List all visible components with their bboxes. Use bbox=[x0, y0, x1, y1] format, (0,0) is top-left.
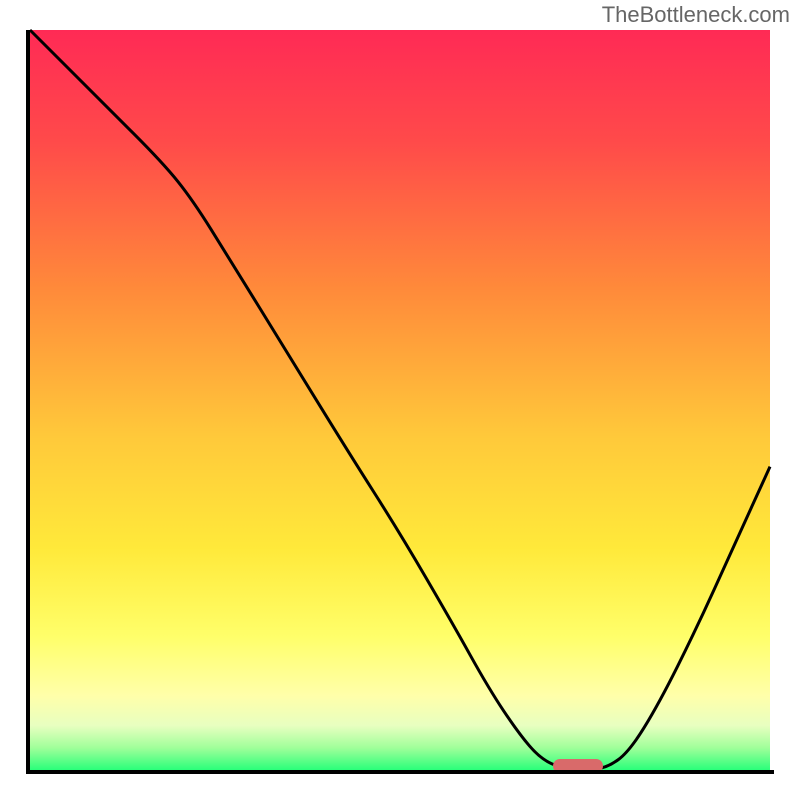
bottleneck-curve bbox=[30, 30, 770, 770]
plot-area bbox=[30, 30, 770, 770]
x-axis bbox=[26, 770, 774, 774]
y-axis bbox=[26, 30, 30, 774]
watermark-text: TheBottleneck.com bbox=[602, 2, 790, 28]
